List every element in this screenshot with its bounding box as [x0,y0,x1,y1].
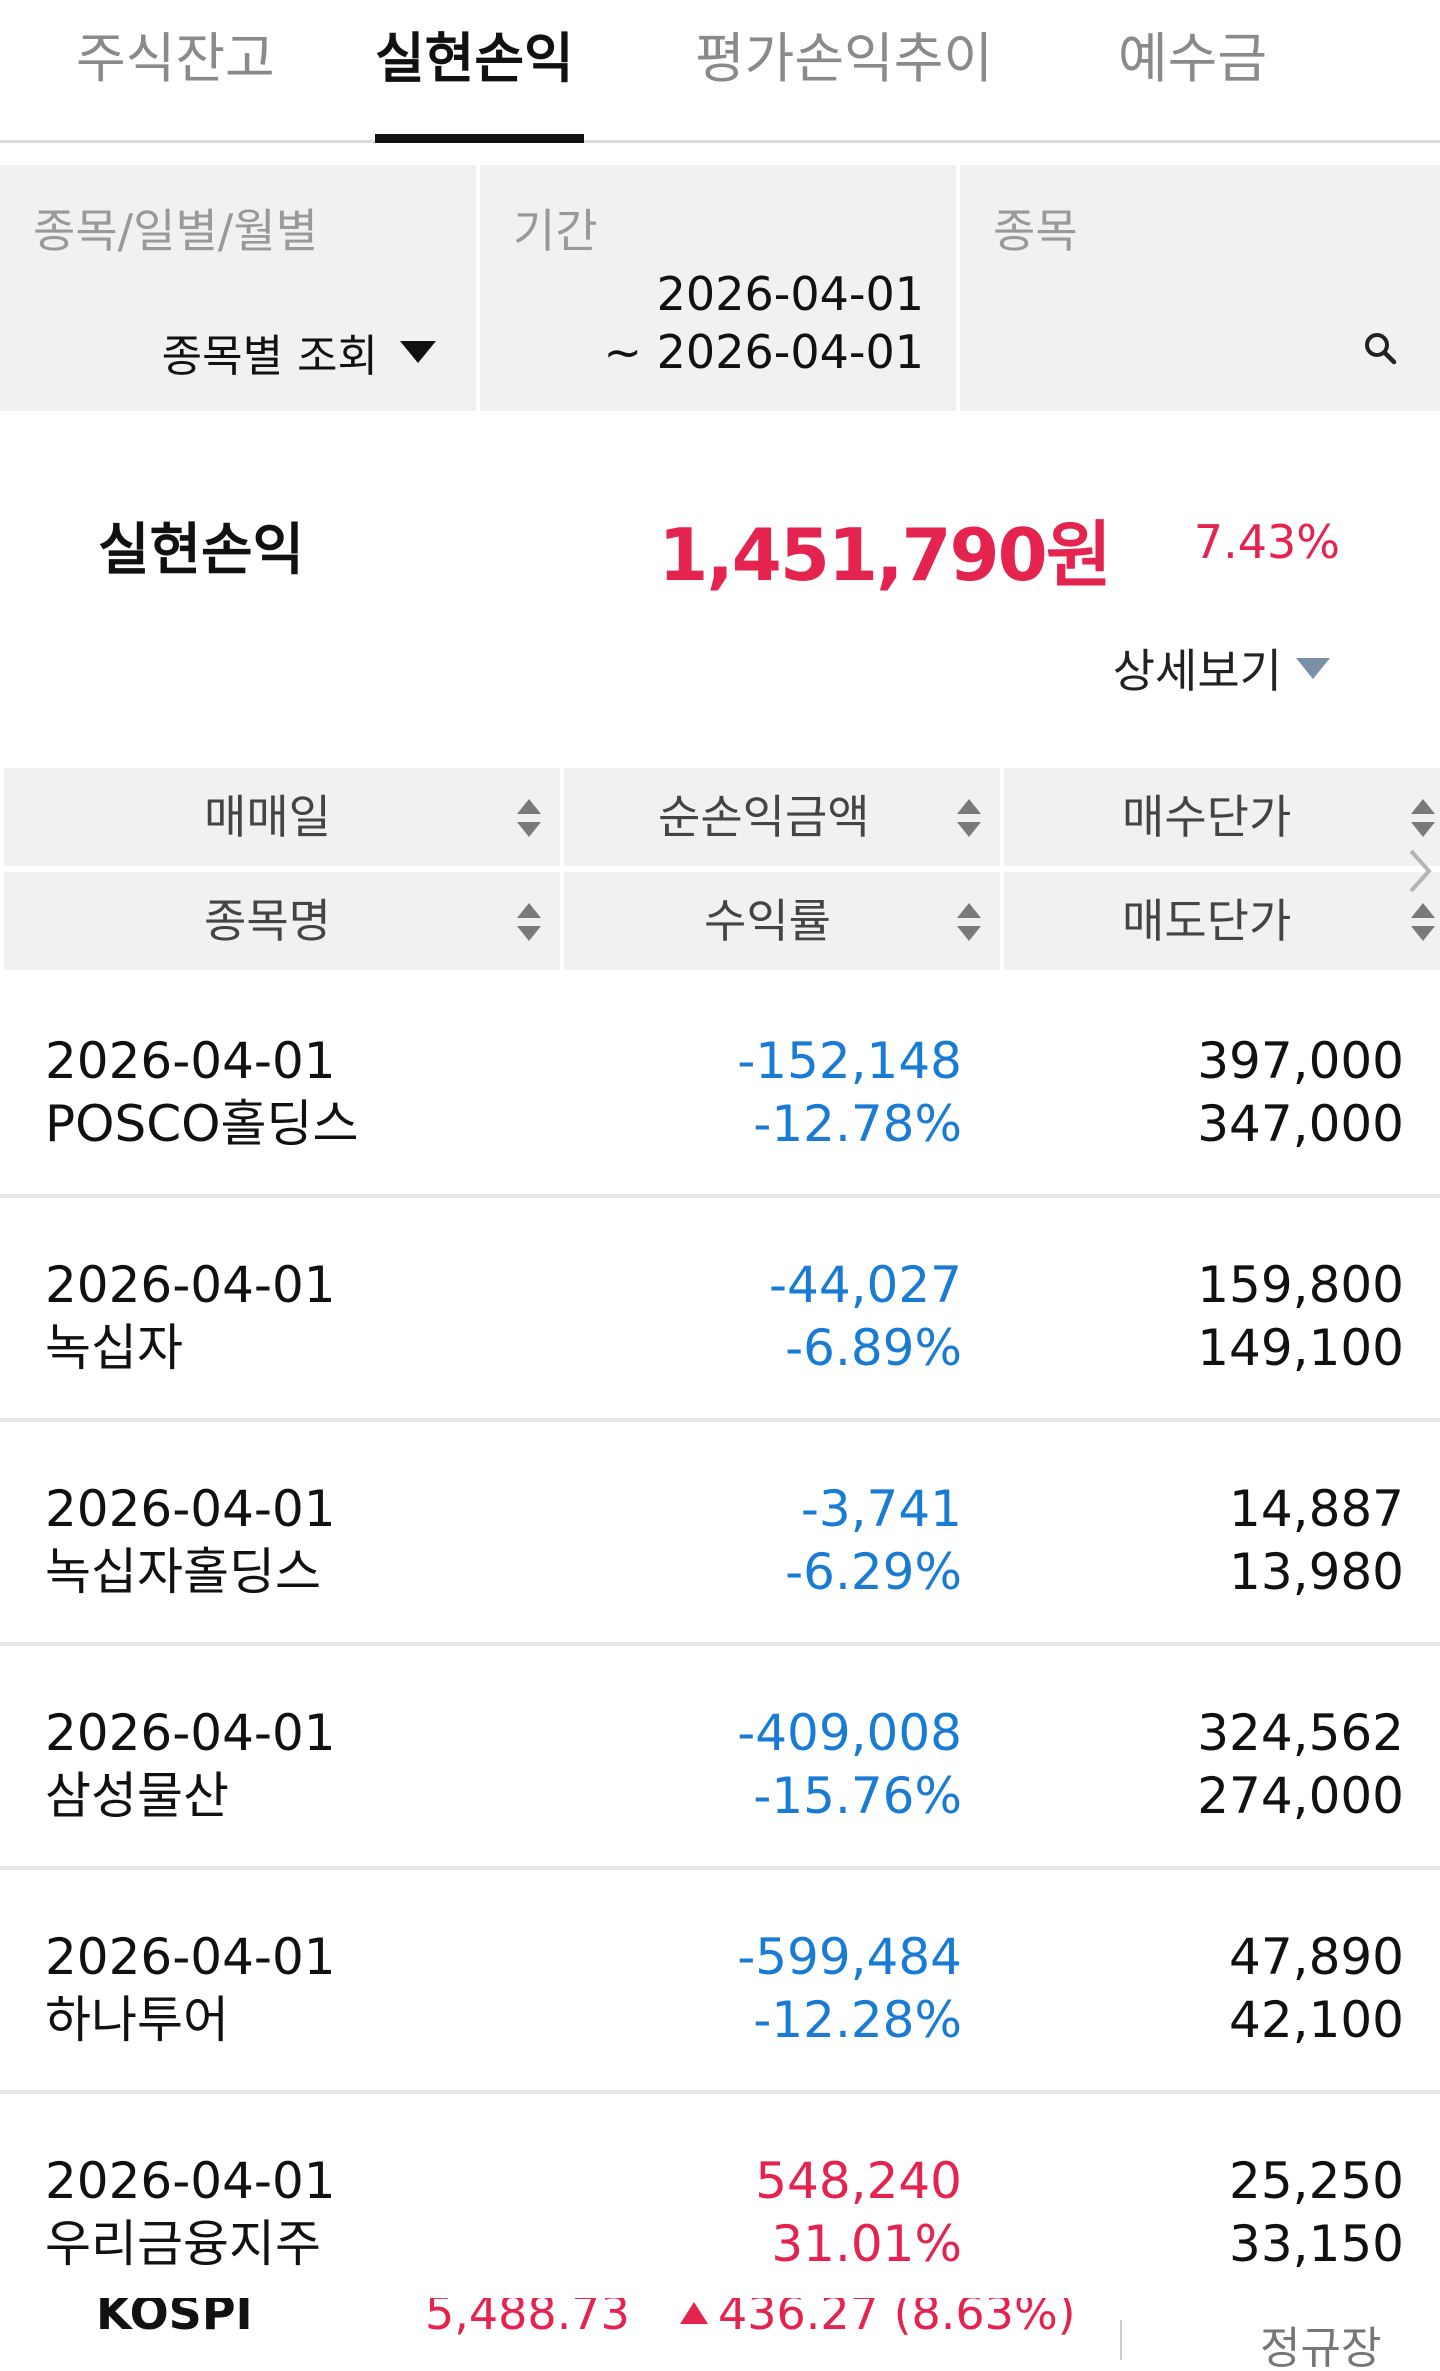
tab-bar: 주식잔고 실현손익 평가손익추이 예수금 [0,0,1440,143]
index-value: 5,488.73 [425,2298,630,2340]
column-header-net-profit[interactable]: 순손익금액 [564,768,1000,866]
period-filter[interactable]: 기간 2026-04-01 ~ 2026-04-01 [480,165,956,411]
sort-icon [1410,903,1436,941]
return-rate: -12.28% [753,1991,962,2049]
summary-amount: 1,451,790원 [658,513,1112,597]
table-row[interactable]: 2026-04-01 녹십자 -44,027 -6.89% 159,800 14… [0,1198,1440,1422]
period-label: 기간 [513,204,598,258]
stock-name: 녹십자 [45,1319,183,1377]
column-header-label: 종목명 [204,894,331,948]
column-header-return-rate[interactable]: 수익률 [564,872,1000,970]
table-row[interactable]: 2026-04-01 하나투어 -599,484 -12.28% 47,890 … [0,1870,1440,2094]
column-header-label: 순손익금액 [658,790,870,844]
detail-view-toggle[interactable]: 상세보기 [1113,635,1330,701]
buy-price: 47,890 [1229,1928,1404,1986]
table-row[interactable]: 2026-04-01 우리금융지주 548,240 31.01% 25,250 … [0,2094,1440,2318]
index-change-value: 436.27 (8.63%) [718,2298,1076,2340]
tab-stock-balance[interactable]: 주식잔고 [76,27,275,90]
sort-icon [516,903,542,941]
net-profit: -409,008 [737,1704,962,1762]
view-mode-select[interactable]: 종목별 조회 [162,320,436,384]
trade-date: 2026-04-01 [45,1704,336,1762]
sort-icon [956,799,982,837]
trade-date: 2026-04-01 [45,2152,336,2210]
sell-price: 42,100 [1229,1991,1404,2049]
net-profit: -3,741 [800,1480,962,1538]
sort-icon [516,799,542,837]
search-icon[interactable] [1362,330,1398,366]
column-header-label: 수익률 [704,894,831,948]
chevron-right-icon[interactable] [1405,845,1435,897]
view-mode-filter[interactable]: 종목/일별/월별 종목별 조회 [0,165,476,411]
trade-date: 2026-04-01 [45,1256,336,1314]
triangle-up-icon [680,2302,708,2324]
buy-price: 25,250 [1229,2152,1404,2210]
column-header-stock-name[interactable]: 종목명 [4,872,560,970]
buy-price: 14,887 [1229,1480,1404,1538]
return-rate: 31.01% [771,2215,962,2273]
table-row[interactable]: 2026-04-01 POSCO홀딩스 -152,148 -12.78% 397… [0,974,1440,1198]
trade-date: 2026-04-01 [45,1032,336,1090]
period-date-range[interactable]: 2026-04-01 ~ 2026-04-01 [604,265,925,381]
column-header-buy-price[interactable]: 매수단가 [1004,768,1440,866]
column-header-label: 매수단가 [1122,790,1292,844]
sell-price: 33,150 [1229,2215,1404,2273]
index-name: KOSPI [96,2298,253,2340]
table-row[interactable]: 2026-04-01 녹십자홀딩스 -3,741 -6.29% 14,887 1… [0,1422,1440,1646]
table-row[interactable]: 2026-04-01 삼성물산 -409,008 -15.76% 324,562… [0,1646,1440,1870]
stock-filter[interactable]: 종목 [960,165,1440,411]
column-header-label: 매도단가 [1122,894,1292,948]
caret-down-icon [400,341,436,363]
trade-date: 2026-04-01 [45,1928,336,1986]
stock-name: 녹십자홀딩스 [45,1543,321,1601]
buy-price: 397,000 [1197,1032,1404,1090]
stock-name: POSCO홀딩스 [45,1095,359,1153]
stock-label: 종목 [993,204,1078,258]
market-session: 정규장 [1260,2323,1382,2371]
sell-price: 347,000 [1197,1095,1404,1153]
tab-valuation-trend[interactable]: 평가손익추이 [695,27,994,90]
net-profit: -599,484 [737,1928,962,1986]
net-profit: 548,240 [755,2152,962,2210]
net-profit: -152,148 [737,1032,962,1090]
divider [1120,2320,1122,2360]
return-rate: -15.76% [753,1767,962,1825]
sell-price: 13,980 [1229,1543,1404,1601]
view-mode-value: 종목별 조회 [161,331,378,382]
summary-label: 실현손익 [98,518,305,583]
view-mode-label: 종목/일별/월별 [33,204,318,258]
index-change: 436.27 (8.63%) [680,2298,1076,2340]
stock-name: 우리금융지주 [45,2215,321,2273]
buy-price: 324,562 [1197,1704,1404,1762]
filter-panel: 종목/일별/월별 종목별 조회 기간 2026-04-01 ~ 2026-04-… [0,165,1440,411]
market-ticker-bar[interactable]: KOSPI 5,488.73 436.27 (8.63%) 정규장 [0,2298,1440,2371]
tab-deposit[interactable]: 예수금 [1118,27,1268,90]
summary-rate: 7.43% [1193,515,1340,569]
period-start: 2026-04-01 [656,267,924,321]
column-header-label: 매매일 [204,790,331,844]
sort-icon [956,903,982,941]
column-header-sell-price[interactable]: 매도단가 [1004,872,1440,970]
sort-icon [1410,799,1436,837]
trade-date: 2026-04-01 [45,1480,336,1538]
return-rate: -12.78% [753,1095,962,1153]
return-rate: -6.29% [785,1543,962,1601]
buy-price: 159,800 [1197,1256,1404,1314]
sell-price: 274,000 [1197,1767,1404,1825]
stock-name: 삼성물산 [45,1767,229,1825]
active-tab-indicator [375,134,584,143]
tab-realized-pnl[interactable]: 실현손익 [375,27,574,90]
detail-view-label: 상세보기 [1112,644,1282,698]
caret-down-icon [1296,657,1330,679]
net-profit: -44,027 [769,1256,962,1314]
column-header-trade-date[interactable]: 매매일 [4,768,560,866]
stock-name: 하나투어 [45,1991,229,2049]
period-end: ~ 2026-04-01 [603,325,925,379]
sell-price: 149,100 [1197,1319,1404,1377]
return-rate: -6.89% [785,1319,962,1377]
